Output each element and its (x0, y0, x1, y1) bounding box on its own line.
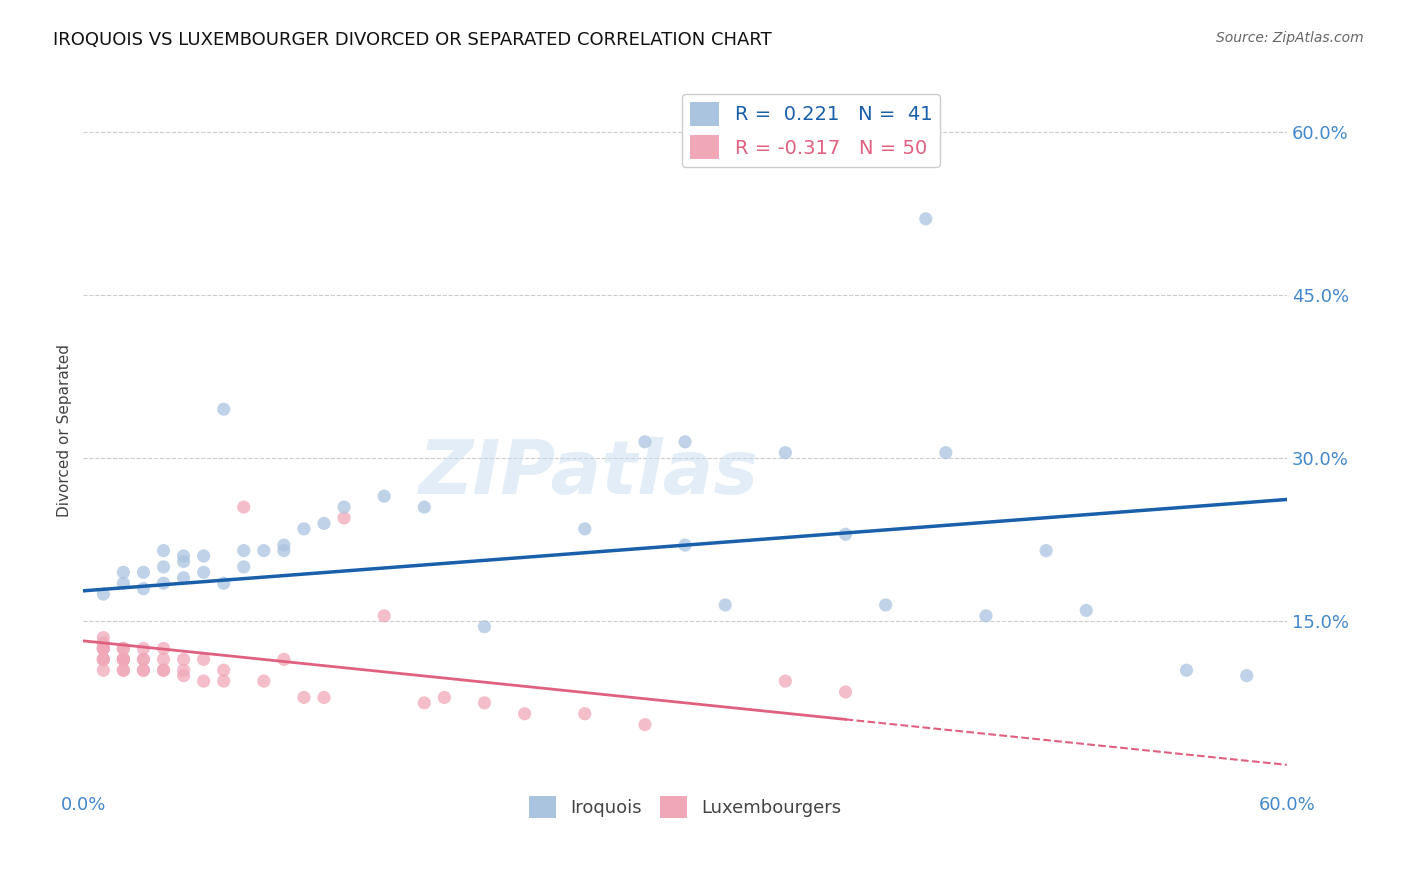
Point (93, 652, 115, 666)
Point (834, 685, 856, 699)
Point (112, 663, 135, 677)
Point (112, 652, 135, 666)
Point (112, 641, 135, 656)
Point (112, 652, 135, 666)
Point (132, 652, 155, 666)
Point (875, 598, 897, 612)
Point (333, 511, 356, 525)
Point (152, 663, 174, 677)
Point (974, 608, 997, 623)
Point (775, 445, 797, 459)
Point (112, 566, 135, 580)
Point (93, 631, 115, 645)
Point (132, 663, 155, 677)
Point (212, 576, 235, 591)
Text: IROQUOIS VS LUXEMBOURGER DIVORCED OR SEPARATED CORRELATION CHART: IROQUOIS VS LUXEMBOURGER DIVORCED OR SEP… (53, 31, 772, 49)
Point (112, 652, 135, 666)
Point (714, 598, 737, 612)
Legend: Iroquois, Luxembourgers: Iroquois, Luxembourgers (522, 789, 849, 825)
Point (173, 571, 195, 585)
Point (574, 522, 596, 536)
Point (132, 641, 155, 656)
Point (673, 538, 696, 552)
Point (93, 587, 115, 601)
Point (433, 690, 456, 705)
Point (152, 652, 174, 666)
Point (474, 620, 496, 634)
Point (93, 652, 115, 666)
Point (333, 500, 356, 514)
Point (132, 652, 155, 666)
Point (373, 489, 395, 503)
Point (212, 674, 235, 689)
Point (112, 576, 135, 591)
Point (93, 641, 115, 656)
Point (212, 663, 235, 677)
Point (312, 690, 335, 705)
Point (253, 543, 276, 558)
Point (775, 674, 797, 689)
Point (173, 668, 195, 682)
Point (93, 652, 115, 666)
Point (193, 549, 215, 563)
Point (373, 608, 395, 623)
Point (212, 402, 235, 417)
Point (152, 663, 174, 677)
Point (112, 641, 135, 656)
Point (193, 652, 215, 666)
Point (152, 560, 174, 574)
Point (513, 706, 536, 721)
Point (1035, 543, 1057, 558)
Point (132, 582, 155, 596)
Point (634, 717, 657, 731)
Point (132, 663, 155, 677)
Point (914, 211, 936, 226)
Point (173, 549, 195, 563)
Point (292, 690, 315, 705)
Point (193, 566, 215, 580)
Point (173, 554, 195, 568)
Point (232, 560, 254, 574)
Point (673, 434, 696, 449)
Point (112, 652, 135, 666)
Point (273, 652, 295, 666)
Y-axis label: Divorced or Separated: Divorced or Separated (58, 344, 72, 517)
Point (112, 652, 135, 666)
Point (935, 445, 957, 459)
Point (273, 543, 295, 558)
Point (1236, 668, 1258, 682)
Point (232, 500, 254, 514)
Text: ZIPatlas: ZIPatlas (419, 437, 759, 510)
Point (93, 663, 115, 677)
Point (1175, 663, 1198, 677)
Point (173, 652, 195, 666)
Point (253, 674, 276, 689)
Point (93, 636, 115, 650)
Point (474, 696, 496, 710)
Point (152, 641, 174, 656)
Text: Source: ZipAtlas.com: Source: ZipAtlas.com (1216, 31, 1364, 45)
Point (93, 641, 115, 656)
Point (273, 538, 295, 552)
Point (292, 522, 315, 536)
Point (93, 641, 115, 656)
Point (193, 674, 215, 689)
Point (413, 500, 436, 514)
Point (173, 663, 195, 677)
Point (112, 663, 135, 677)
Point (152, 543, 174, 558)
Point (574, 706, 596, 721)
Point (1076, 603, 1098, 617)
Point (634, 434, 657, 449)
Point (93, 641, 115, 656)
Point (152, 576, 174, 591)
Point (312, 516, 335, 531)
Point (834, 527, 856, 541)
Point (132, 566, 155, 580)
Point (232, 543, 254, 558)
Point (413, 696, 436, 710)
